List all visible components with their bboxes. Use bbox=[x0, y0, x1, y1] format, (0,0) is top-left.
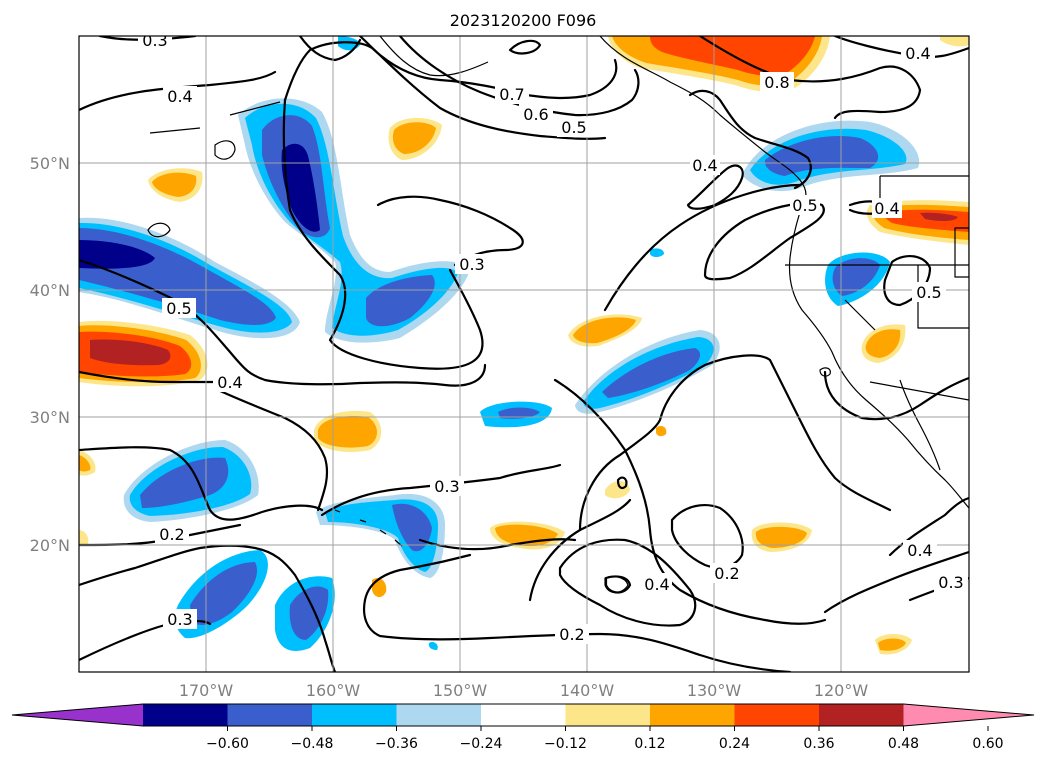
contour-label: 0.3 bbox=[434, 477, 459, 496]
contour-label-group: 0.4 0.7 0.6 0.5 0.4 0.8 0.4 0.5 0.4 0.3 … bbox=[138, 31, 968, 644]
colorbar-extend-max bbox=[903, 704, 1034, 726]
contour-label: 0.6 bbox=[523, 105, 548, 124]
contour-label: 0.3 bbox=[167, 610, 192, 629]
contour-label: 0.2 bbox=[159, 525, 184, 544]
lat-label: 20°N bbox=[30, 536, 70, 555]
contour-label: 0.2 bbox=[714, 564, 739, 583]
contour-label: 0.3 bbox=[459, 255, 484, 274]
lon-label: 150°W bbox=[433, 681, 488, 700]
contour-label: 0.5 bbox=[916, 283, 941, 302]
colorbar-tick-label: −0.36 bbox=[375, 736, 418, 752]
map-title: 2023120200 F096 bbox=[450, 11, 597, 30]
colorbar-segment bbox=[819, 704, 904, 726]
contour-label: 0.4 bbox=[907, 541, 932, 560]
lon-label: 170°W bbox=[179, 681, 234, 700]
latitude-labels: 20°N 30°N 40°N 50°N bbox=[30, 154, 70, 555]
contour-label: 0.3 bbox=[142, 31, 167, 50]
colorbar-segment bbox=[227, 704, 313, 726]
contour-label: 0.4 bbox=[692, 156, 717, 175]
map-area: 0.4 0.7 0.6 0.5 0.4 0.8 0.4 0.5 0.4 0.3 … bbox=[79, 31, 969, 672]
colorbar-outline bbox=[11, 703, 1035, 727]
longitude-labels: 170°W 160°W 150°W 140°W 130°W 120°W bbox=[179, 681, 869, 700]
colorbar-segment bbox=[481, 704, 566, 726]
contour-label: 0.2 bbox=[559, 625, 584, 644]
contour-label: 0.7 bbox=[499, 85, 524, 104]
colorbar: −0.60 −0.48 −0.36 −0.24 −0.12 0.12 0.24 0.36 0.4… bbox=[11, 703, 1035, 752]
contour-label: 0.5 bbox=[166, 299, 191, 318]
colorbar-tick-label: 0.24 bbox=[719, 736, 750, 752]
colorbar-segment bbox=[734, 704, 820, 726]
colorbar-segment bbox=[650, 704, 735, 726]
contour-label: 0.4 bbox=[167, 87, 192, 106]
shaded-field bbox=[79, 36, 969, 655]
lon-label: 120°W bbox=[814, 681, 869, 700]
colorbar-segment bbox=[396, 704, 482, 726]
map-frame bbox=[78, 35, 970, 673]
colorbar-tick-label: −0.60 bbox=[206, 736, 249, 752]
contour-label: 0.5 bbox=[792, 196, 817, 215]
contour-label: 0.4 bbox=[217, 373, 242, 392]
lat-label: 30°N bbox=[30, 408, 70, 427]
lon-label: 140°W bbox=[560, 681, 615, 700]
lat-label: 50°N bbox=[30, 154, 70, 173]
contour-label: 0.8 bbox=[764, 73, 789, 92]
colorbar-segment bbox=[312, 704, 397, 726]
contour-label: 0.4 bbox=[644, 575, 669, 594]
gridlines bbox=[79, 36, 969, 672]
colorbar-tick-label: 0.60 bbox=[972, 736, 1003, 752]
contour-label: 0.5 bbox=[561, 118, 586, 137]
contour-label: 0.4 bbox=[905, 44, 930, 63]
lat-label: 40°N bbox=[30, 281, 70, 300]
colorbar-tick-label: 0.12 bbox=[634, 736, 665, 752]
colorbar-tick-label: 0.48 bbox=[888, 736, 919, 752]
colorbar-segment bbox=[143, 704, 228, 726]
colorbar-tick-label: −0.12 bbox=[544, 736, 587, 752]
contour-label: 0.4 bbox=[874, 199, 899, 218]
colorbar-extend-min bbox=[12, 704, 143, 726]
colorbar-tick-label: −0.48 bbox=[291, 736, 334, 752]
colorbar-segment bbox=[565, 704, 651, 726]
lon-label: 130°W bbox=[687, 681, 742, 700]
lon-label: 160°W bbox=[306, 681, 361, 700]
contour-label: 0.3 bbox=[938, 573, 963, 592]
colorbar-tick-label: −0.24 bbox=[460, 736, 503, 752]
colorbar-tick-label: 0.36 bbox=[803, 736, 834, 752]
